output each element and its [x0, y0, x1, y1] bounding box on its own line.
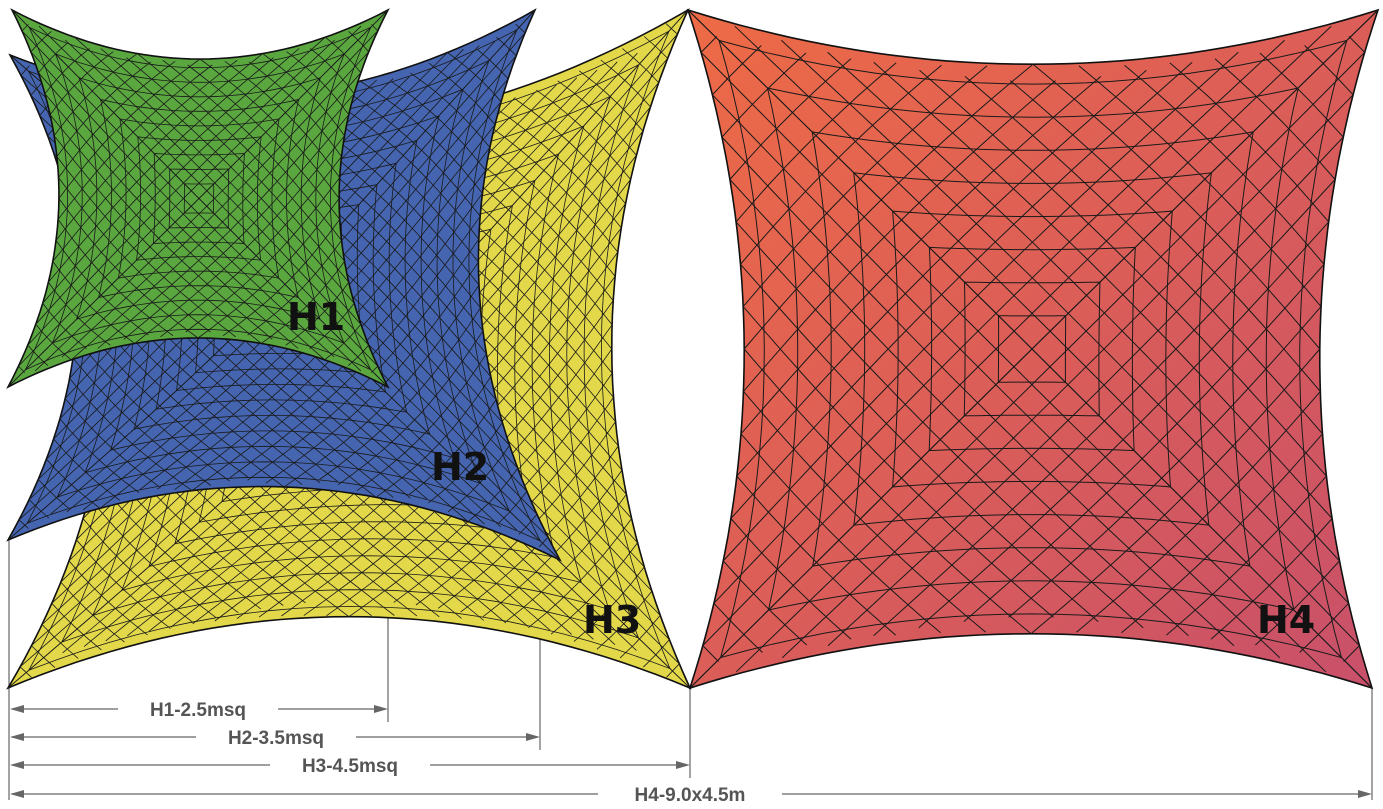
arrowhead [676, 761, 690, 769]
dimension-label-h1: H1-2.5msq [150, 700, 246, 721]
arrowhead [10, 705, 24, 713]
mesh-h1 [8, 10, 388, 387]
panel-h4 [686, 8, 1380, 690]
arrowhead [10, 790, 24, 798]
mesh-h4 [688, 10, 1378, 688]
arrowhead [10, 761, 24, 769]
panel-label-h4: H4 [1257, 598, 1315, 642]
panel-h1 [6, 8, 390, 389]
dimension-label-h3: H3-4.5msq [302, 756, 398, 777]
arrowhead [374, 705, 388, 713]
arrowhead [10, 733, 24, 741]
panel-label-h2: H2 [431, 445, 489, 489]
arrowhead [1358, 790, 1372, 798]
arrowhead [526, 733, 540, 741]
panel-label-h1: H1 [287, 295, 345, 339]
dimension-label-h4: H4-9.0x4.5m [635, 785, 746, 806]
dimension-label-h2: H2-3.5msq [228, 728, 324, 749]
panel-label-h3: H3 [583, 598, 641, 642]
